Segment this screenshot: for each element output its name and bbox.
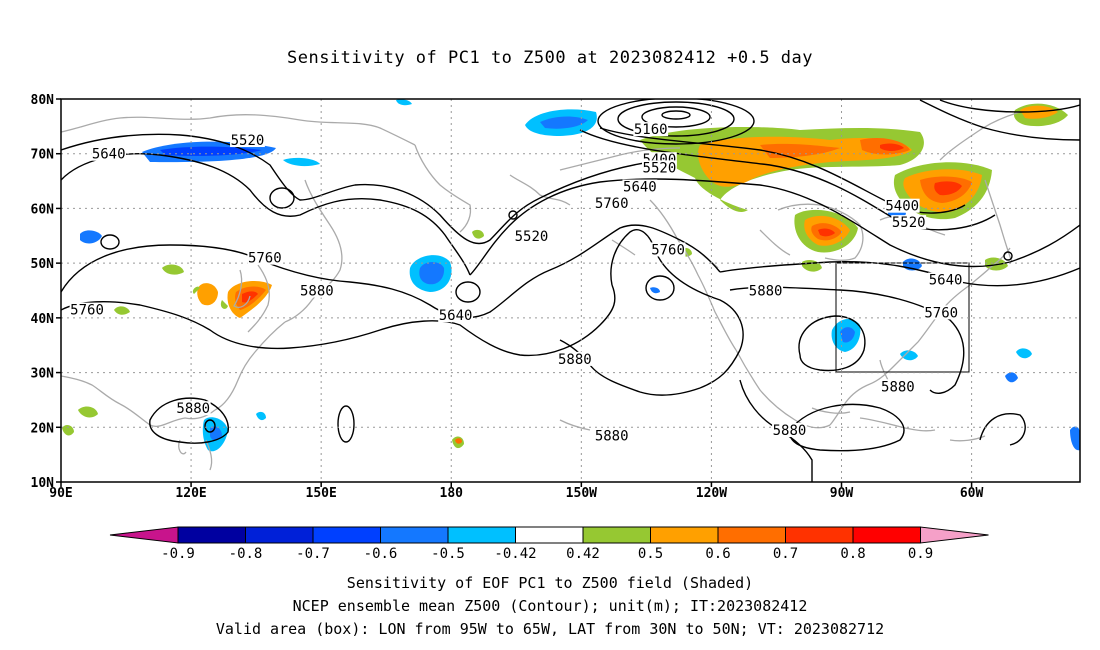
contour-label: 5880: [881, 379, 915, 395]
contour-label-bg: [438, 308, 473, 323]
lon-label: 120W: [696, 486, 727, 501]
lat-label: 60N: [31, 202, 55, 217]
contour-label: 5880: [300, 284, 334, 300]
colorbar-low-extension: [109, 526, 179, 544]
contour-label: 5760: [248, 251, 282, 267]
colorbar-tick-label: 0.6: [705, 546, 730, 562]
contour-label: 5760: [595, 196, 629, 212]
colorbar-tick-label: -0.9: [161, 546, 195, 562]
contour-label: 5880: [176, 401, 210, 417]
contour-label-bg: [69, 302, 105, 317]
lon-label: 180: [440, 486, 464, 501]
caption-valid-area: Valid area (box): LON from 95W to 65W, L…: [215, 620, 885, 638]
colorbar-tick-label: 0.7: [773, 546, 798, 562]
contour-label-bg: [772, 423, 807, 438]
gridlines: [61, 99, 1080, 482]
coastlines: [61, 111, 1021, 471]
contour-label-bg: [891, 215, 927, 230]
contour-label-bg: [299, 283, 335, 298]
contour-label-bg: [748, 283, 784, 298]
contour-label: 5400: [885, 199, 919, 215]
contour-label: 5880: [773, 423, 807, 439]
lon-label: 90E: [49, 486, 72, 501]
contour-label: 5160: [634, 122, 668, 138]
plot-frame: [60, 98, 1081, 483]
contour-label-bg: [928, 272, 963, 287]
contour-label: 5760: [651, 242, 685, 258]
lat-label: 20N: [31, 421, 55, 436]
contour-label: 5880: [595, 428, 629, 444]
contour-label-bg: [641, 160, 677, 175]
lat-label: 40N: [31, 312, 55, 327]
colorbar-tick-label: -0.6: [364, 546, 398, 562]
colorbar-tick-label: 0.5: [638, 546, 663, 562]
contour-labels: 5160540055205640576055205640552057605880…: [69, 122, 963, 444]
contour-label: 5640: [929, 273, 963, 289]
lon-label: 60W: [960, 486, 984, 501]
colorbar-tick-label: 0.8: [840, 546, 865, 562]
colorbar-tick-label: -0.5: [431, 546, 465, 562]
caption-shading: Sensitivity of EOF PC1 to Z500 field (Sh…: [346, 574, 754, 592]
colorbar-tick-label: 0.9: [908, 546, 933, 562]
colorbar-tick-label: -0.7: [296, 546, 330, 562]
contour-label-bg: [91, 146, 127, 161]
colorbar-tick-label: -0.8: [229, 546, 263, 562]
contour-label: 5640: [92, 147, 126, 163]
colorbar-segment: [717, 526, 786, 544]
lon-label: 90W: [830, 486, 854, 501]
lon-label: 120E: [175, 486, 206, 501]
contour-label-bg: [557, 351, 593, 366]
contour-label: 5520: [515, 229, 549, 245]
contour-label-bg: [594, 195, 630, 210]
contour-label: 5880: [749, 284, 783, 300]
lat-label: 10N: [31, 476, 55, 491]
contour-label-bg: [884, 198, 920, 213]
contour-label: 5760: [70, 303, 104, 319]
contour-label: 5640: [439, 308, 473, 324]
colorbar: -0.9 -0.8 -0.7 -0.6 -0.5 -0.42 0.42 0.5 0.6 0.7 0.…: [109, 526, 989, 562]
colorbar-segment: [177, 526, 246, 544]
lon-label: 150E: [306, 486, 337, 501]
lat-label: 30N: [31, 367, 55, 382]
colorbar-segment: [785, 526, 854, 544]
contour-label-bg: [633, 122, 669, 137]
contour-label: 5880: [558, 352, 592, 368]
contour-label-bg: [247, 250, 283, 265]
contour-label-bg: [880, 379, 916, 394]
contour-label: 5640: [623, 180, 657, 196]
contour-label: 5520: [231, 133, 265, 149]
colorbar-segment: [245, 526, 314, 544]
contour-label-bg: [514, 228, 549, 243]
colorbar-segment: [515, 526, 584, 544]
colorbar-segment: [312, 526, 381, 544]
map-title: Sensitivity of PC1 to Z500 at 2023082412…: [286, 48, 813, 68]
contour-label-bg: [175, 401, 211, 416]
contour-label-bg: [230, 133, 265, 148]
colorbar-segment: [650, 526, 719, 544]
caption-contour: NCEP ensemble mean Z500 (Contour); unit(…: [292, 597, 808, 615]
lat-label: 80N: [31, 93, 55, 108]
lat-label: 70N: [31, 148, 55, 163]
lon-label: 150W: [566, 486, 597, 501]
colorbar-segment: [447, 526, 516, 544]
colorbar-segment: [852, 526, 921, 544]
sensitivity-shading: [62, 99, 1080, 452]
contour-label: 5520: [892, 215, 926, 231]
contour-label: 5520: [643, 160, 677, 176]
contour-label-bg: [622, 179, 658, 194]
lat-label: 50N: [31, 257, 55, 272]
colorbar-tick-label: 0.42: [566, 546, 600, 562]
contour-label-bg: [650, 242, 686, 257]
contour-label-bg: [923, 305, 959, 320]
colorbar-high-extension: [920, 526, 989, 544]
colorbar-segment: [380, 526, 449, 544]
contour-label: 5760: [924, 305, 958, 321]
contour-label-bg: [594, 428, 630, 443]
colorbar-tick-label: -0.42: [494, 546, 536, 562]
colorbar-segment: [582, 526, 651, 544]
